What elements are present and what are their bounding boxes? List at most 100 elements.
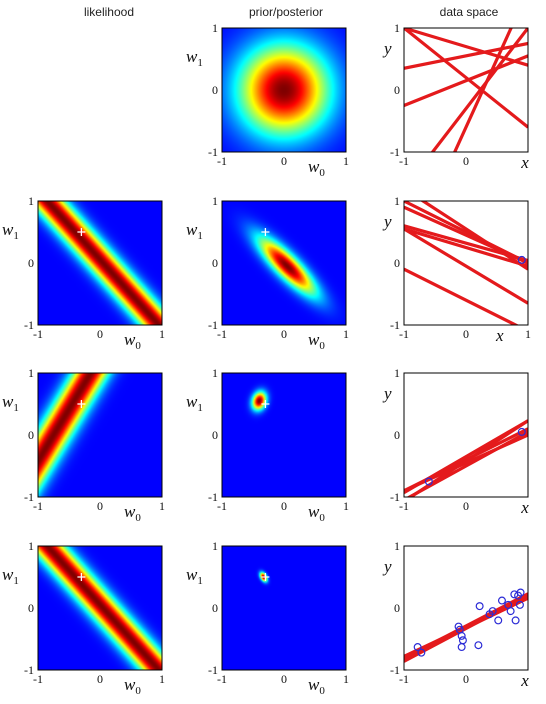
prior-posterior-panel-row-3: -1 0 1 -1 0 1 w0 w1: [186, 539, 349, 697]
sample-line-5: [404, 54, 528, 107]
y-tick-label: 1: [28, 539, 34, 553]
y-tick-label: -1: [208, 145, 218, 159]
sample-line-3: [420, 201, 528, 271]
x-tick-label: x: [520, 671, 529, 690]
y-tick-label: 0: [28, 428, 34, 442]
data-space-plot: -1 0 x -1 0 1y: [382, 21, 529, 172]
y-tick-label: -1: [390, 490, 400, 504]
x-tick-label: 0: [97, 499, 103, 513]
x-tick-label: 0: [463, 327, 469, 341]
data-space-plot: -1 0 x -1 0 1y: [382, 539, 529, 690]
column-title-prior-posterior: prior/posterior: [248, 5, 324, 19]
y-tick-label: -1: [208, 663, 218, 677]
axes-frame: [403, 545, 529, 671]
y-tick-label: 1: [28, 194, 34, 208]
x-tick-label: 1: [343, 327, 349, 341]
axes-frame: [221, 545, 347, 671]
x-axis-label: w0: [124, 675, 141, 697]
heatmap-image: [222, 201, 346, 325]
prior-posterior-plot: -1 0 1 -1 0 1 w0 w1: [186, 21, 349, 179]
x-tick-label: -1: [217, 327, 227, 341]
prior-posterior-panel-row-2: -1 0 1 -1 0 1 w0 w1: [186, 366, 349, 524]
y-axis-label: w1: [2, 565, 19, 587]
x-tick-label: x: [520, 498, 529, 517]
y-tick-label: 0: [212, 428, 218, 442]
x-tick-label: 1: [343, 499, 349, 513]
x-tick-label: 0: [463, 672, 469, 686]
data-space-plot: -1 0 x -1 0 1y: [382, 366, 529, 517]
likelihood-panel-row-1: -1 0 1 -1 0 1 w0 w1: [2, 194, 165, 352]
y-axis-label: w1: [2, 392, 19, 414]
prior-posterior-plot: -1 0 1 -1 0 1 w0 w1: [186, 539, 349, 697]
x-tick-label: 1: [343, 154, 349, 168]
y-axis-label: w1: [186, 220, 203, 242]
y-axis-label: y: [382, 39, 392, 58]
y-axis-label: w1: [2, 220, 19, 242]
data-point-11: [494, 616, 503, 625]
y-tick-label: -1: [390, 663, 400, 677]
column-title-likelihood: likelihood: [83, 5, 135, 19]
y-tick-label: -1: [208, 490, 218, 504]
sample-line-4: [404, 28, 528, 67]
y-axis-label: y: [382, 384, 392, 403]
y-tick-label: 0: [394, 256, 400, 270]
x-tick-label: 0: [281, 499, 287, 513]
prior-posterior-plot: -1 0 1 -1 0 1 w0 w1: [186, 366, 349, 524]
data-point-1: [417, 648, 426, 657]
y-tick-label: 1: [212, 366, 218, 380]
y-tick-label: 0: [394, 601, 400, 615]
x-tick-label: 0: [463, 154, 469, 168]
heatmap-image: [222, 373, 346, 497]
axes-frame: [37, 372, 163, 498]
axes-frame: [37, 200, 163, 326]
axes-frame: [221, 200, 347, 326]
true-weight-marker: [261, 400, 270, 408]
x-tick-label: -1: [33, 672, 43, 686]
likelihood-plot: -1 0 1 -1 0 1 w0 w1: [2, 539, 165, 697]
x-tick-label: 1: [159, 499, 165, 513]
data-point-7: [474, 641, 483, 650]
data-point-14: [506, 607, 515, 616]
plot-background: [404, 373, 528, 497]
data-point-0: [517, 255, 526, 264]
axes-frame: [221, 372, 347, 498]
x-tick-label: 1: [343, 672, 349, 686]
y-tick-label: 1: [212, 194, 218, 208]
y-tick-label: 1: [212, 21, 218, 35]
y-tick-label: 0: [212, 83, 218, 97]
data-point-12: [497, 596, 506, 605]
y-tick-label: 1: [394, 194, 400, 208]
y-tick-label: -1: [24, 490, 34, 504]
y-tick-label: 0: [394, 83, 400, 97]
data-point-0: [413, 643, 422, 652]
x-axis-label: w0: [308, 330, 325, 352]
y-tick-label: 0: [28, 256, 34, 270]
y-axis-label: w1: [186, 565, 203, 587]
heatmap-image: [222, 28, 346, 152]
axes-frame: [37, 545, 163, 671]
y-tick-label: 0: [394, 428, 400, 442]
y-tick-label: 0: [28, 601, 34, 615]
true-weight-marker: [77, 400, 86, 408]
x-tick-label: x: [520, 153, 529, 172]
data-point-6: [457, 643, 466, 652]
data-point-4: [457, 631, 466, 640]
data-point-0: [424, 477, 433, 486]
y-axis-label: y: [382, 557, 392, 576]
true-weight-marker: [77, 228, 86, 236]
x-axis-label: w0: [308, 675, 325, 697]
y-tick-label: 1: [212, 539, 218, 553]
sample-line-6: [404, 227, 528, 305]
x-tick-label: -1: [217, 672, 227, 686]
data-space-panel-row-3: -1 0 x -1 0 1 y: [382, 539, 529, 690]
x-tick-label: -1: [217, 499, 227, 513]
y-tick-label: -1: [24, 318, 34, 332]
x-axis-label: x: [495, 326, 504, 345]
heatmap-image: [222, 546, 346, 670]
sample-line-4: [404, 201, 528, 265]
sample-line-2: [404, 227, 528, 268]
x-tick-label: 0: [97, 327, 103, 341]
x-tick-label: -1: [33, 327, 43, 341]
y-axis-label: w1: [186, 47, 203, 69]
data-space-plot: -1 0 1 -1 0 1 x y: [382, 194, 531, 345]
